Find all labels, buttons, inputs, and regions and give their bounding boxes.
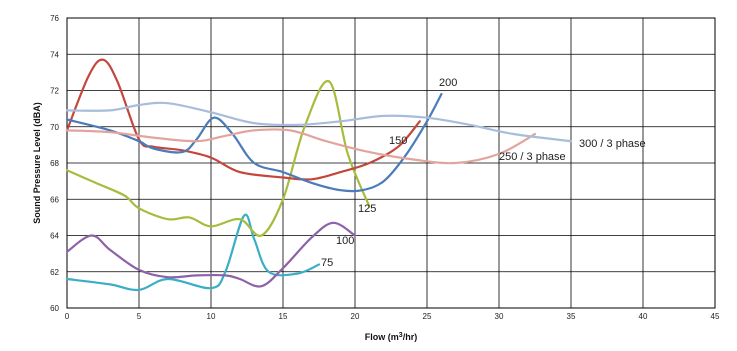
series-line-100 — [65, 221, 357, 288]
x-tick-label: 25 — [423, 312, 432, 321]
y-tick-label: 72 — [50, 87, 59, 96]
y-tick-label: 68 — [50, 159, 59, 168]
series-line-250-3-phase — [65, 128, 537, 165]
y-tick-label: 66 — [50, 195, 59, 204]
y-tick-label: 60 — [50, 304, 59, 313]
gridlines — [66, 17, 716, 309]
y-tick-label: 74 — [50, 50, 59, 59]
series-label-75: 75 — [321, 257, 333, 269]
series-line-300-3-phase — [65, 101, 573, 143]
series-label-200: 200 — [439, 77, 457, 89]
y-tick-label: 62 — [50, 268, 59, 277]
y-tick-label: 64 — [50, 232, 59, 241]
series-line-75 — [65, 213, 321, 292]
series-label-125: 125 — [358, 203, 376, 215]
x-tick-label: 5 — [137, 312, 142, 321]
x-tick-label: 35 — [567, 312, 576, 321]
series-label-250-3-phase: 250 / 3 phase — [499, 151, 566, 163]
x-tick-label: 10 — [207, 312, 216, 321]
plot-frame — [66, 17, 716, 309]
series-line-200 — [65, 93, 443, 193]
x-tick-label: 45 — [711, 312, 720, 321]
y-axis-ticks: 60 62 64 66 68 70 72 74 76 — [50, 14, 59, 313]
y-tick-label: 70 — [50, 123, 59, 132]
series-group — [65, 58, 573, 292]
series-line-150 — [65, 58, 421, 181]
series-line-125 — [65, 80, 371, 237]
series-label-100: 100 — [336, 235, 354, 247]
y-axis-label: Sound Pressure Level (dBA) — [32, 102, 42, 224]
x-tick-label: 0 — [65, 312, 70, 321]
y-tick-label: 76 — [50, 14, 59, 23]
x-tick-label: 15 — [279, 312, 288, 321]
x-axis-label-text: Flow (m — [365, 332, 399, 342]
x-tick-label: 40 — [639, 312, 648, 321]
x-axis-label: Flow (m3/hr) — [365, 332, 417, 342]
x-axis-ticks: 0 5 10 15 20 25 30 35 40 45 — [65, 312, 720, 321]
series-label-300-3-phase: 300 / 3 phase — [579, 138, 646, 150]
series-label-150: 150 — [389, 135, 407, 147]
x-tick-label: 30 — [495, 312, 504, 321]
x-tick-label: 20 — [351, 312, 360, 321]
